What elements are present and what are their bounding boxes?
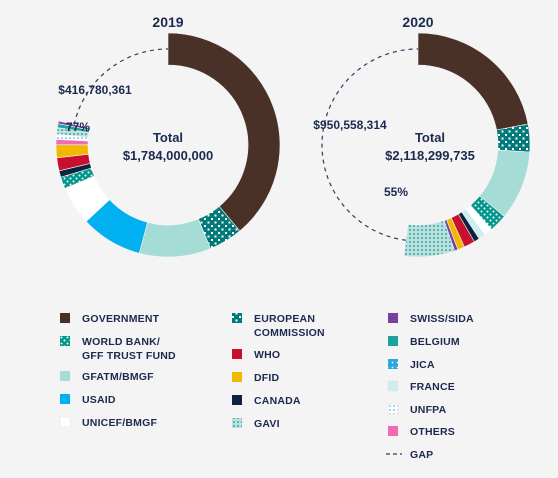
legend-swatch-gfatm-bmgf [60,371,70,381]
slice-2019-swiss-sida [57,120,91,131]
legend-item-gfatm-bmgf: GFATM/BMGF [60,371,154,383]
legend-item-dfid: DFID [232,372,280,384]
total-value-2019: $1,784,000,000 [123,148,213,163]
legend-item-unfpa: UNFPA [387,403,447,416]
legend-label-european-commission: EUROPEAN [254,313,315,325]
legend-swatch-france [387,380,399,392]
legend-item-others: OTHERS [388,426,455,438]
total-label-2020: Total [415,130,445,145]
legend-item-world-bank: WORLD BANK/GFF TRUST FUND [60,336,176,362]
year-label-2019: 2019 [152,14,183,30]
legend-label-usaid: USAID [82,394,116,406]
slice-2020-government [417,32,529,131]
donut-2019: 2019 Total $1,784,000,000 $416,780,361 7… [55,14,281,258]
total-label-2019: Total [153,130,183,145]
legend-item-gap: GAP [386,449,433,461]
total-value-2020: $2,118,299,735 [385,148,475,163]
legend-label-world-bank: WORLD BANK/ [82,336,160,348]
legend-swatch-belgium [388,336,398,346]
slice-2019-government [167,32,281,232]
legend-item-jica: JICA [388,359,435,371]
slices-2019 [55,32,281,258]
legend-label-dfid: DFID [254,372,280,384]
legend-swatch-european-commission [232,313,242,323]
legend-swatch-dfid [232,372,242,382]
legend-label-jica: JICA [410,359,435,371]
legend: GOVERNMENT WORLD BANK/GFF TRUST FUND GFATM… [59,313,474,461]
legend-item-canada: CANADA [232,395,301,407]
legend-item-usaid: USAID [60,394,116,406]
legend-swatch-who [232,349,242,359]
legend-swatch-government [60,313,70,323]
legend-label-government: GOVERNMENT [82,313,160,325]
year-label-2020: 2020 [402,14,433,30]
legend-label2-european-commission: COMMISSION [254,327,325,339]
gap-value-2020: $950,558,314 [313,118,387,132]
legend-item-belgium: BELGIUM [388,336,460,348]
legend-label-who: WHO [254,349,280,361]
legend-swatch-world-bank [60,336,70,346]
slices-2020 [321,32,531,258]
legend-item-france: FRANCE [387,380,455,393]
legend-label-gfatm-bmgf: GFATM/BMGF [82,371,154,383]
legend-item-unicef-bmgf: UNICEF/BMGF [59,416,157,429]
percent-label-2019: 77% [66,120,90,134]
percent-label-2020: 55% [384,185,408,199]
legend-swatch-swiss-sida [388,313,398,323]
gap-value-2019: $416,780,361 [58,83,132,97]
legend-label-gavi: GAVI [254,418,280,430]
legend-label-others: OTHERS [410,426,455,438]
legend-swatch-usaid [60,394,70,404]
legend-item-government: GOVERNMENT [60,313,160,325]
legend-item-who: WHO [232,349,280,361]
legend-label-gap: GAP [410,449,433,461]
legend-swatch-others [388,426,398,436]
legend-swatch-unfpa [387,403,399,415]
legend-label-unfpa: UNFPA [410,404,447,416]
legend-item-swiss-sida: SWISS/SIDA [388,313,474,325]
donut-2020: 2020 Total $2,118,299,735 $950,558,314 5… [313,14,531,258]
legend-label-belgium: BELGIUM [410,336,460,348]
legend-label2-world-bank: GFF TRUST FUND [82,350,176,362]
legend-label-swiss-sida: SWISS/SIDA [410,313,474,325]
legend-label-canada: CANADA [254,395,301,407]
legend-swatch-gavi [232,418,242,428]
legend-swatch-unicef-bmgf [59,416,71,428]
legend-item-european-commission: EUROPEAN COMMISSION [232,313,325,339]
legend-label-france: FRANCE [410,381,455,393]
legend-item-gavi: GAVI [232,418,280,430]
slice-2019-gap [73,48,169,125]
slice-2020-gap [321,48,419,241]
legend-swatch-canada [232,395,242,405]
legend-label-unicef-bmgf: UNICEF/BMGF [82,417,157,429]
legend-swatch-jica [388,359,398,369]
slice-2019-gfatm-bmgf [138,218,211,258]
